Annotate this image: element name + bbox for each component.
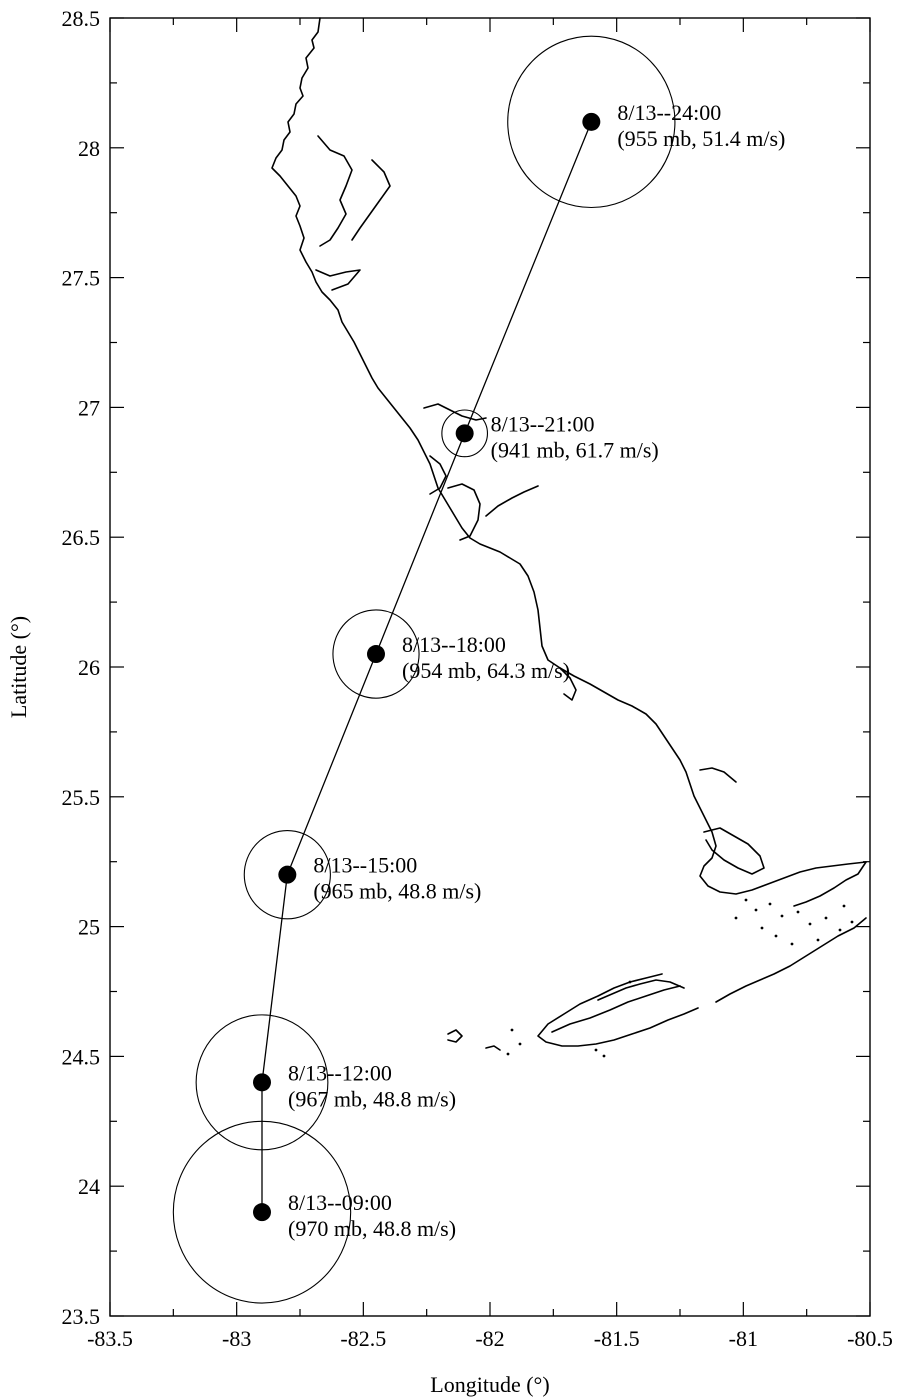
- storm-info-label: (970 mb, 48.8 m/s): [288, 1216, 456, 1241]
- y-tick-label: 28.5: [62, 6, 101, 31]
- plot-frame: [109, 17, 871, 1317]
- wind-radius-circle: [195, 1014, 329, 1151]
- wind-radius-circle: [441, 409, 489, 458]
- storm-time-label: 8/13--09:00: [288, 1190, 392, 1215]
- storm-time-label: 8/13--21:00: [491, 411, 595, 436]
- y-tick-label: 24.5: [62, 1044, 101, 1069]
- storm-time-label: 8/13--15:00: [313, 853, 417, 878]
- y-tick-label: 25.5: [62, 785, 101, 810]
- x-tick-label: -83: [222, 1326, 251, 1351]
- wind-radius-circle: [507, 35, 676, 209]
- storm-track: 8/13--09:00(970 mb, 48.8 m/s) 8/13--12:00…: [172, 35, 785, 1304]
- x-axis-label: Longitude (°): [430, 1372, 549, 1397]
- storm-info-label: (965 mb, 48.8 m/s): [313, 879, 481, 904]
- coastline: [271, 17, 867, 1051]
- storm-info-label: (967 mb, 48.8 m/s): [288, 1086, 456, 1111]
- x-tick-label: -81.5: [594, 1326, 640, 1351]
- y-axis-label: Latitude (°): [6, 616, 31, 718]
- storm-position-marker: [367, 645, 385, 664]
- track-line: [261, 121, 592, 1213]
- x-tick-label: -81: [729, 1326, 758, 1351]
- storm-position-marker: [582, 112, 601, 131]
- storm-position-marker: [253, 1203, 271, 1222]
- storm-time-label: 8/13--12:00: [288, 1060, 392, 1085]
- storm-position-marker: [253, 1073, 271, 1092]
- storm-time-label: 8/13--24:00: [617, 100, 721, 125]
- y-tick-label: 25: [78, 915, 100, 940]
- y-tick-label: 26: [78, 655, 100, 680]
- y-tick-label: 27: [78, 395, 100, 420]
- key-islets: [506, 898, 854, 1058]
- y-tick-label: 24: [78, 1174, 100, 1199]
- x-tick-label: -82.5: [340, 1326, 386, 1351]
- y-tick-label: 26.5: [62, 525, 101, 550]
- axes: -83.5 -83 -82.5 -82 -81.5 -81 -80.5 23.5 24 24.5 2…: [62, 6, 893, 1351]
- storm-position-marker: [455, 424, 474, 443]
- storm-time-label: 8/13--18:00: [402, 632, 506, 657]
- x-tick-label: -80.5: [847, 1326, 893, 1351]
- storm-info-label: (941 mb, 61.7 m/s): [491, 437, 659, 462]
- storm-info-label: (955 mb, 51.4 m/s): [617, 126, 785, 151]
- storm-position-marker: [278, 865, 297, 884]
- storm-info-label: (954 mb, 64.3 m/s): [402, 658, 570, 683]
- y-tick-label: 23.5: [62, 1304, 101, 1329]
- wind-radius-circle: [332, 609, 420, 699]
- wind-radius-circle: [243, 829, 331, 920]
- wind-radius-circle: [172, 1120, 352, 1304]
- y-tick-label: 28: [78, 136, 100, 161]
- y-tick-label: 27.5: [62, 266, 101, 291]
- x-tick-label: -82: [475, 1326, 504, 1351]
- x-tick-label: -83.5: [87, 1326, 133, 1351]
